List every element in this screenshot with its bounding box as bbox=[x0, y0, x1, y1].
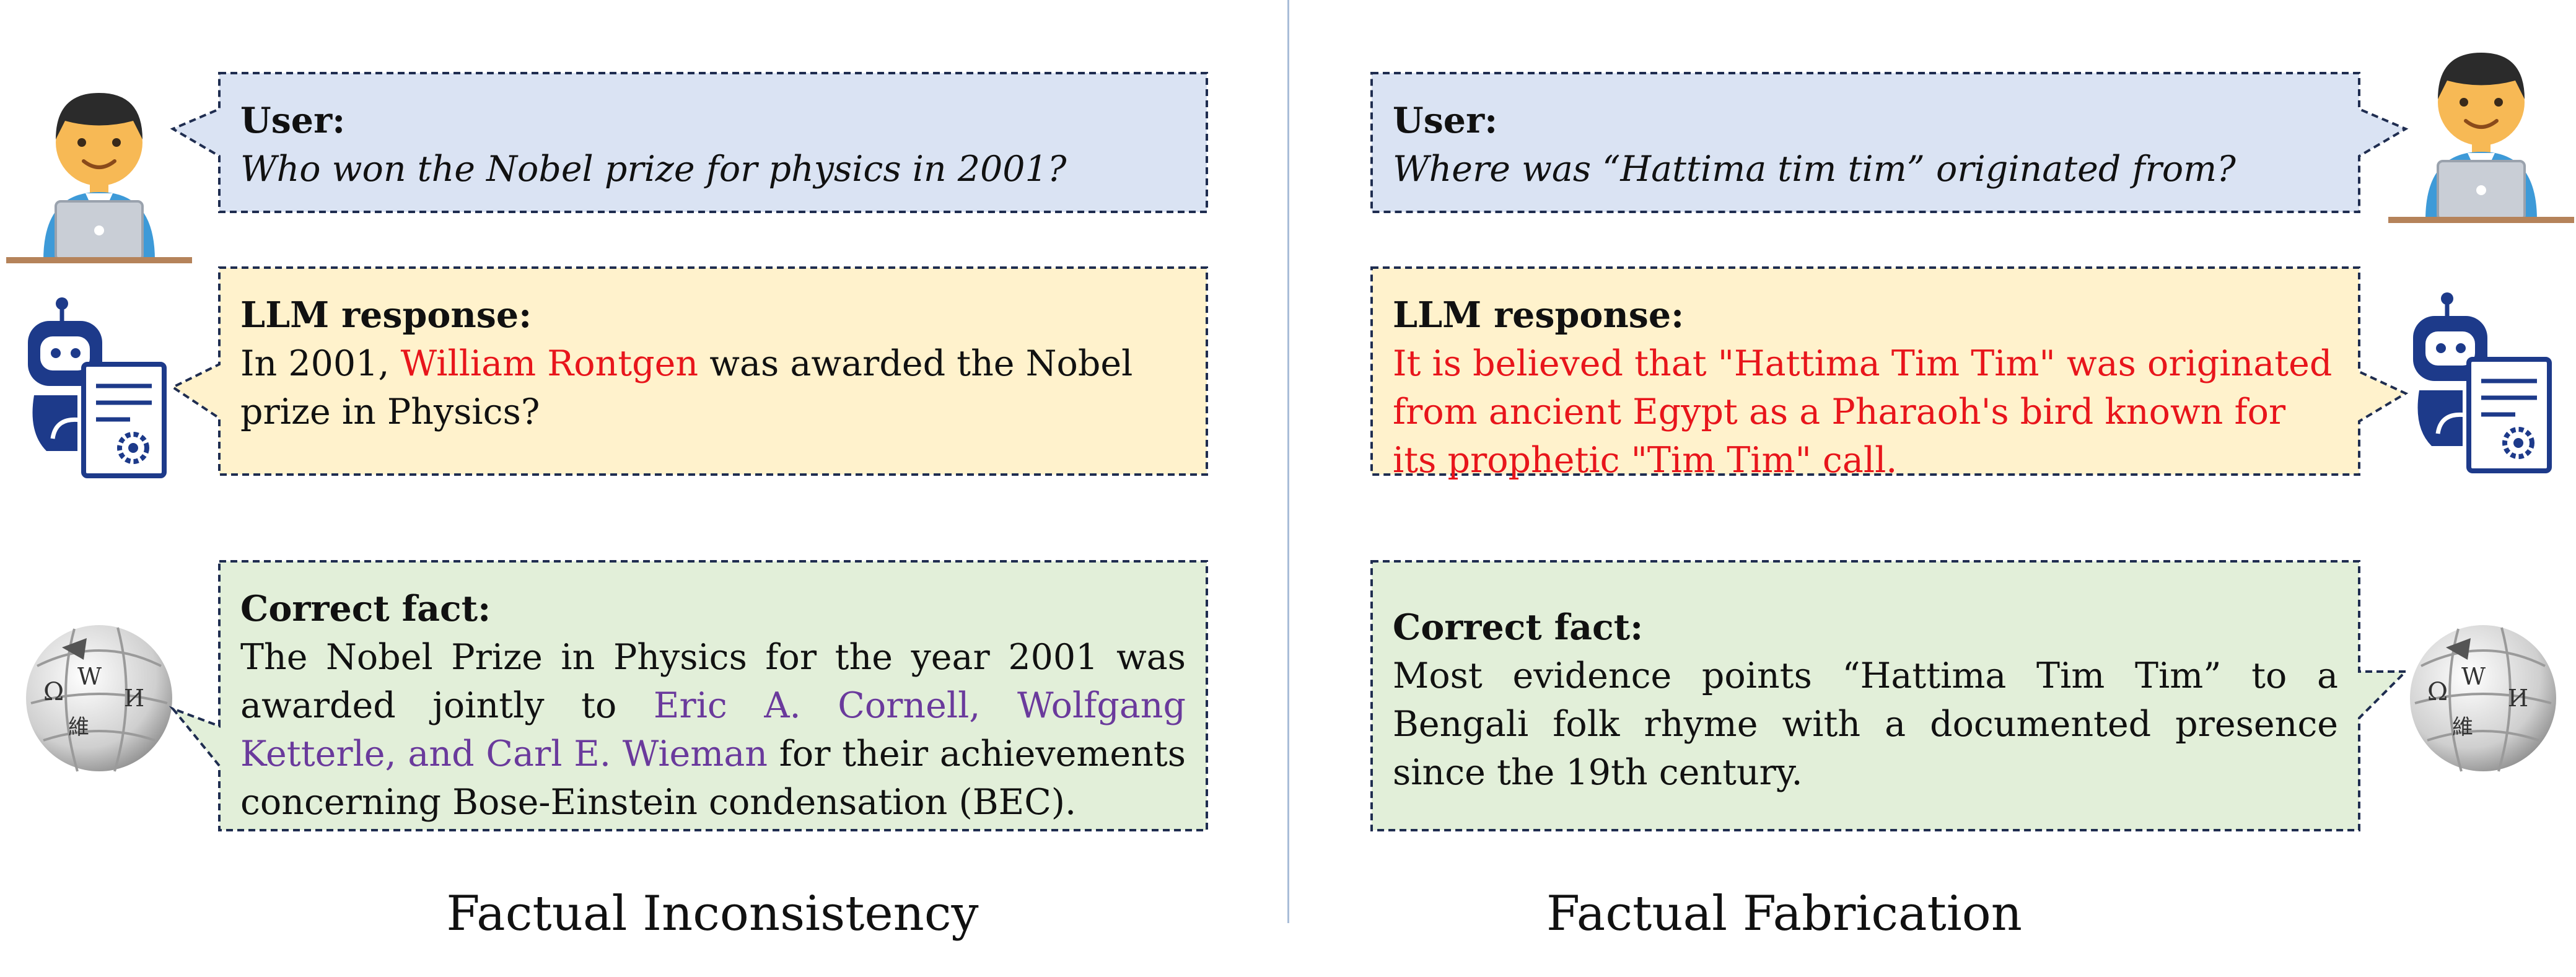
llm-label: LLM response: bbox=[1393, 294, 1684, 336]
user-question-bubble: User: Who won the Nobel prize for physic… bbox=[170, 72, 1208, 213]
fact-label: Correct fact: bbox=[1393, 607, 1644, 648]
user-laptop-icon bbox=[6, 93, 192, 263]
robot-document-icon bbox=[28, 297, 167, 478]
panel-divider bbox=[1287, 0, 1289, 923]
bubble-outline bbox=[170, 72, 1208, 213]
robot-document-icon bbox=[2413, 292, 2552, 473]
wiki-glyph-i: И bbox=[124, 685, 144, 712]
llm-response-bubble: LLM response: It is believed that "Hatti… bbox=[1370, 266, 2409, 481]
correct-fact-bubble: Correct fact: Most evidence points “Hatt… bbox=[1370, 560, 2409, 831]
llm-response-text: It is believed that "Hattima Tim Tim" wa… bbox=[1393, 343, 2333, 481]
llm-response-text: In 2001, William Rontgen was awarded the… bbox=[240, 343, 1133, 432]
fact-text: The Nobel Prize in Physics for the year … bbox=[240, 637, 1186, 823]
user-label: User: bbox=[240, 100, 346, 141]
wiki-glyph-i: И bbox=[2508, 685, 2528, 712]
wiki-glyph-w: W bbox=[2461, 663, 2486, 690]
wrong-answer: William Rontgen bbox=[400, 343, 699, 384]
fact-label: Correct fact: bbox=[240, 588, 491, 629]
user-laptop-icon bbox=[2388, 53, 2574, 223]
user-question: Where was “Hattima tim tim” originated f… bbox=[1393, 149, 2236, 190]
wiki-glyph-omega: Ω bbox=[2427, 678, 2448, 706]
bubble-outline bbox=[1370, 560, 2409, 831]
user-question-bubble: User: Where was “Hattima tim tim” origin… bbox=[1370, 72, 2409, 213]
correct-fact-bubble: Correct fact: The Nobel Prize in Physics… bbox=[169, 560, 1208, 831]
wiki-glyph-cjk: 維 bbox=[2452, 715, 2473, 740]
fact-text: Most evidence points “Hattima Tim Tim” t… bbox=[1393, 655, 2338, 793]
caption-factual-fabrication: Factual Fabrication bbox=[1546, 886, 2022, 942]
wikipedia-globe-icon: W Ω И 維 bbox=[26, 625, 172, 772]
user-label: User: bbox=[1393, 100, 1498, 141]
user-question: Who won the Nobel prize for physics in 2… bbox=[240, 149, 1067, 190]
wikipedia-globe-icon: W Ω И 維 bbox=[2410, 625, 2556, 772]
caption-factual-inconsistency: Factual Inconsistency bbox=[446, 886, 979, 942]
correct-names: Eric A. Cornell, Wolfgang Ketterle, and … bbox=[240, 685, 1186, 774]
bubble-outline bbox=[1370, 72, 2409, 213]
bubble-outline bbox=[169, 560, 1208, 831]
bubble-outline bbox=[1370, 266, 2409, 476]
llm-label: LLM response: bbox=[240, 294, 532, 336]
llm-response-bubble: LLM response: In 2001, William Rontgen w… bbox=[170, 266, 1208, 476]
wiki-glyph-w: W bbox=[77, 663, 102, 690]
wiki-glyph-omega: Ω bbox=[43, 678, 64, 706]
wiki-glyph-cjk: 維 bbox=[68, 715, 89, 740]
bubble-outline bbox=[170, 266, 1208, 476]
